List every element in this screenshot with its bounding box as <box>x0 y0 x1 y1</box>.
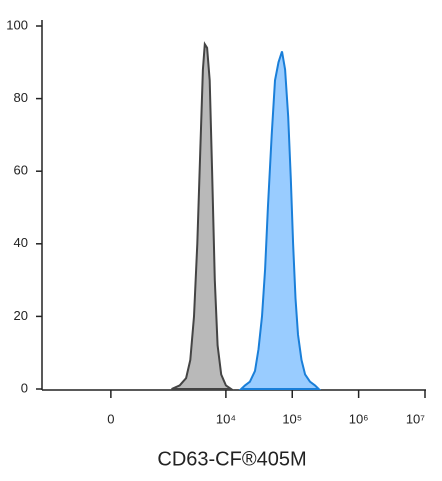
x-tick-label: 10⁶ <box>349 411 369 426</box>
y-tick-label: 80 <box>14 90 28 105</box>
histogram-area <box>238 51 322 390</box>
y-tick-label: 60 <box>14 163 28 178</box>
x-tick-label: 0 <box>107 411 114 426</box>
x-tick-label: 10⁵ <box>282 411 302 426</box>
x-axis-label: CD63-CF®405M <box>157 448 306 470</box>
x-tick-label: 10⁴ <box>216 411 236 426</box>
histogram-area <box>171 41 235 390</box>
x-tick-label: 10⁷ <box>406 411 425 426</box>
y-tick-label: 20 <box>14 308 28 323</box>
y-tick-label: 40 <box>14 235 28 250</box>
y-tick-label: 0 <box>21 380 28 395</box>
y-tick-label: 100 <box>6 17 28 32</box>
